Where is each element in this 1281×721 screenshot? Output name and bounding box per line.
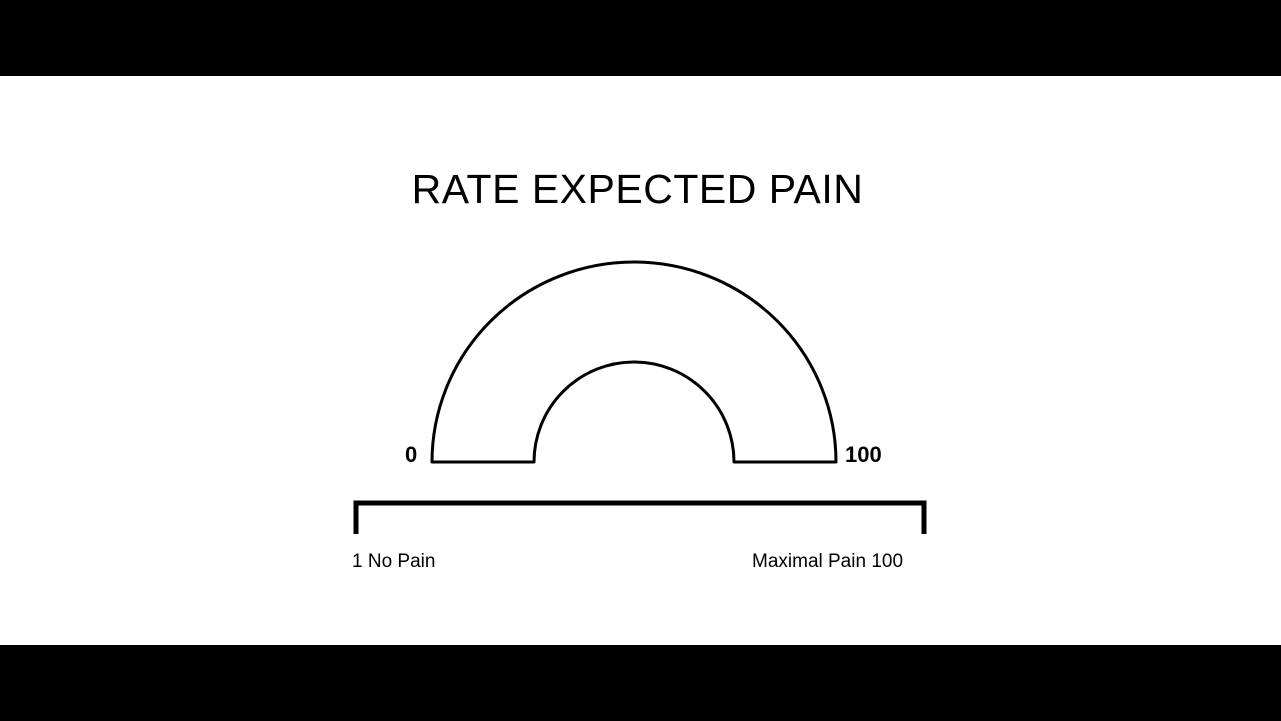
page-title: RATE EXPECTED PAIN (411, 166, 864, 212)
letterbox-top (0, 0, 1281, 76)
scale-right-label: Maximal Pain 100 (752, 551, 904, 572)
slide: RATE EXPECTED PAIN 0 100 1 No Pain Maxim… (0, 76, 1281, 645)
scale-bracket-line (353, 500, 927, 534)
gauge-max-label: 100 (845, 442, 882, 467)
gauge-min-label: 0 (405, 442, 418, 467)
letterbox-bottom (0, 645, 1281, 721)
scale-left-label: 1 No Pain (352, 551, 436, 572)
scale-bracket[interactable] (350, 496, 930, 536)
gauge-arc-shape (430, 260, 838, 464)
pain-gauge[interactable] (380, 251, 900, 481)
